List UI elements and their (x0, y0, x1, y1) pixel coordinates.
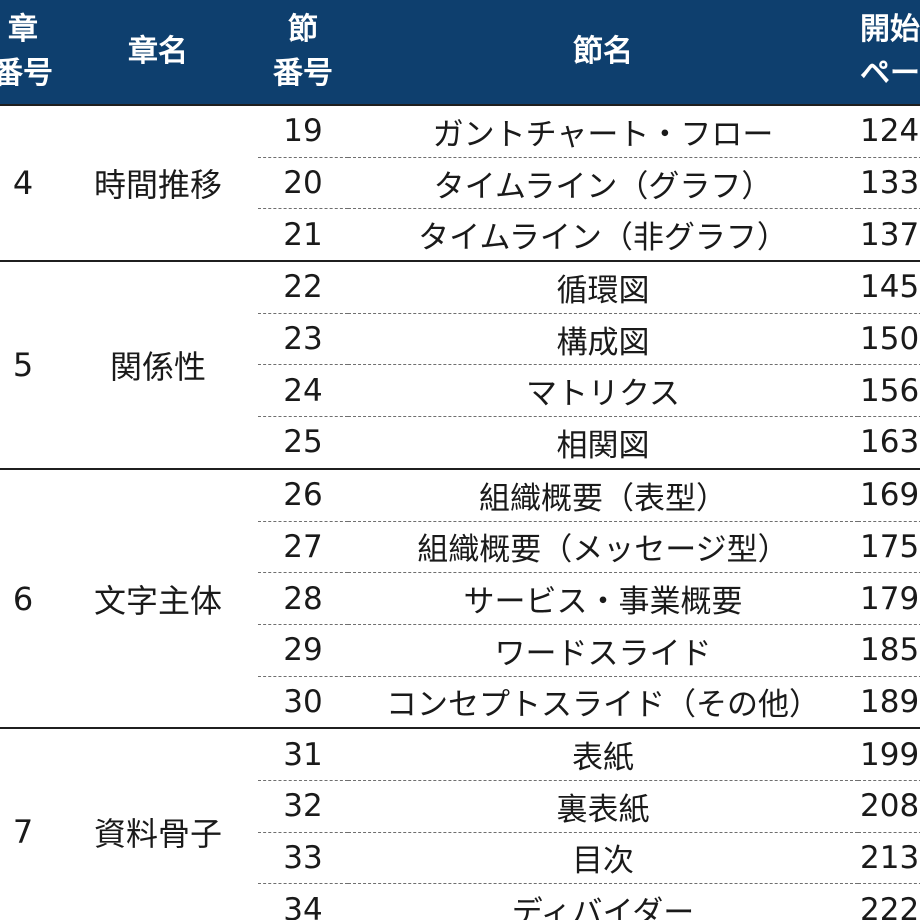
start-page: 169 (858, 468, 920, 522)
header-chapter-name: 章名 (58, 0, 258, 106)
table-row: 27 組織概要（メッセージ型） 175 (0, 521, 920, 574)
start-page: 213 (858, 832, 920, 885)
table-row: 21 タイムライン（非グラフ） 137 (0, 208, 920, 263)
section-name: 循環図 (348, 261, 858, 314)
section-name: 組織概要（表型） (348, 468, 858, 522)
start-page: 150 (858, 313, 920, 366)
chapter-number: 7 (0, 728, 58, 920)
section-number: 24 (258, 364, 348, 418)
table-row: 7 資料骨子 31 表紙 199 (0, 728, 920, 920)
header-chapter-number: 章 番号 (0, 0, 58, 106)
table-row: 33 目次 213 (0, 832, 920, 885)
table-row: 25 相関図 163 (0, 416, 920, 470)
section-name: タイムライン（グラフ） (348, 157, 858, 210)
chapter-name: 時間推移 (58, 105, 258, 263)
chapter-name: 関係性 (58, 261, 258, 470)
start-page: 199 (858, 728, 920, 781)
table-row: 4 時間推移 19 ガントチャート・フロー 124 (0, 105, 920, 263)
section-name: タイムライン（非グラフ） (348, 208, 858, 263)
header-section-name: 節名 (348, 0, 858, 106)
section-name: 表紙 (348, 728, 858, 781)
table-row: 30 コンセプトスライド（その他） 189 (0, 676, 920, 730)
header-section-number-line1: 節 (288, 12, 318, 47)
header-chapter-number-line2: 番号 (0, 56, 53, 91)
section-name: 裏表紙 (348, 780, 858, 833)
section-name: マトリクス (348, 364, 858, 418)
table-row: 23 構成図 150 (0, 313, 920, 366)
chapter-name: 文字主体 (58, 468, 258, 730)
table-row: 20 タイムライン（グラフ） 133 (0, 157, 920, 210)
start-page: 222 (858, 883, 920, 920)
header-chapter-number-line1: 章 (8, 12, 38, 47)
start-page: 145 (858, 261, 920, 314)
table-header: 章 番号 章名 節 番号 節名 開始 ペー (0, 0, 920, 106)
section-name: ディバイダー (348, 883, 858, 920)
start-page: 208 (858, 780, 920, 833)
section-number: 25 (258, 416, 348, 470)
start-page: 189 (858, 676, 920, 730)
chapter-number: 6 (0, 468, 58, 730)
section-number: 23 (258, 313, 348, 366)
table-row: 6 文字主体 26 組織概要（表型） 169 (0, 468, 920, 730)
header-section-number: 節 番号 (258, 0, 348, 106)
section-number: 33 (258, 832, 348, 885)
header-start-page: 開始 ペー (858, 0, 920, 106)
section-name: ガントチャート・フロー (348, 105, 858, 158)
start-page: 124 (858, 105, 920, 158)
section-number: 29 (258, 624, 348, 677)
start-page: 137 (858, 208, 920, 263)
section-name: ワードスライド (348, 624, 858, 677)
table-body: 4 時間推移 19 ガントチャート・フロー 124 20 タイムライン（グラフ）… (0, 105, 920, 920)
start-page: 175 (858, 521, 920, 574)
section-number: 30 (258, 676, 348, 730)
table-row: 32 裏表紙 208 (0, 780, 920, 833)
section-name: 相関図 (348, 416, 858, 470)
header-row: 章 番号 章名 節 番号 節名 開始 ペー (0, 0, 920, 106)
chapter-name: 資料骨子 (58, 728, 258, 920)
section-name: 構成図 (348, 313, 858, 366)
section-number: 26 (258, 468, 348, 522)
section-number: 20 (258, 157, 348, 210)
section-number: 28 (258, 572, 348, 625)
section-number: 27 (258, 521, 348, 574)
section-number: 31 (258, 728, 348, 781)
table-row: 5 関係性 22 循環図 145 (0, 261, 920, 470)
section-number: 19 (258, 105, 348, 158)
start-page: 163 (858, 416, 920, 470)
header-start-page-line1: 開始 (860, 12, 920, 47)
section-number: 32 (258, 780, 348, 833)
section-name: 組織概要（メッセージ型） (348, 521, 858, 574)
section-number: 21 (258, 208, 348, 263)
section-number: 22 (258, 261, 348, 314)
start-page: 185 (858, 624, 920, 677)
header-start-page-line2: ペー (860, 56, 920, 91)
table-row: 28 サービス・事業概要 179 (0, 572, 920, 625)
table-row: 34 ディバイダー 222 (0, 883, 920, 920)
start-page: 156 (858, 364, 920, 418)
chapter-number: 5 (0, 261, 58, 470)
start-page: 179 (858, 572, 920, 625)
chapter-number: 4 (0, 105, 58, 263)
table-row: 24 マトリクス 156 (0, 364, 920, 418)
section-name: コンセプトスライド（その他） (348, 676, 858, 730)
start-page: 133 (858, 157, 920, 210)
section-name: サービス・事業概要 (348, 572, 858, 625)
table-row: 29 ワードスライド 185 (0, 624, 920, 677)
header-section-number-line2: 番号 (273, 56, 333, 91)
section-name: 目次 (348, 832, 858, 885)
section-number: 34 (258, 883, 348, 920)
